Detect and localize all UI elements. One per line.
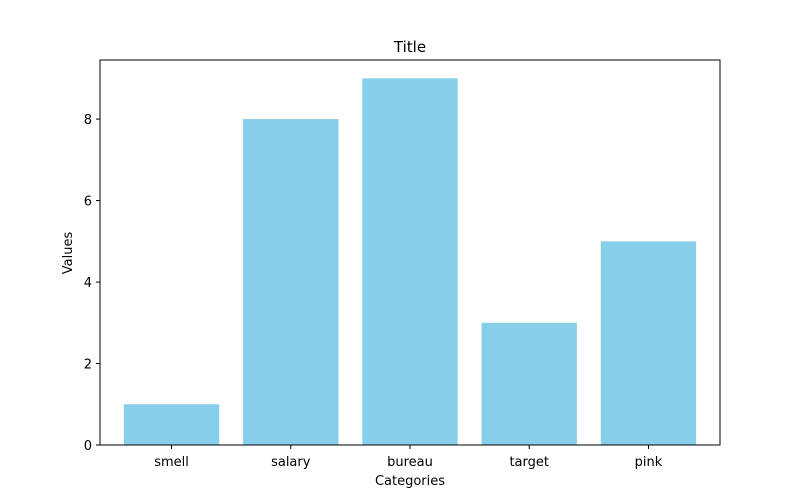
x-axis-label: Categories (375, 474, 445, 489)
y-tick-label: 2 (84, 358, 92, 373)
x-tick-label: target (509, 455, 549, 470)
bars-group (123, 78, 697, 445)
x-tick-label: bureau (387, 455, 433, 470)
y-tick-label: 8 (84, 113, 92, 128)
y-axis-label: Values (61, 232, 76, 275)
x-tick-label: smell (154, 455, 189, 470)
y-tick-label: 4 (84, 276, 92, 291)
y-tick-label: 0 (84, 439, 92, 454)
bar-salary (243, 119, 339, 445)
x-tick-label: pink (635, 455, 663, 470)
bar-pink (600, 241, 697, 445)
y-axis: 0 2 4 6 8 (84, 113, 100, 454)
y-tick-label: 6 (84, 195, 92, 210)
bar-smell (123, 404, 220, 445)
chart-title: Title (393, 38, 426, 56)
x-tick-label: salary (271, 455, 311, 470)
bar-bureau (362, 78, 458, 445)
x-axis: smell salary bureau target pink (154, 445, 663, 470)
bar-target (481, 322, 577, 445)
